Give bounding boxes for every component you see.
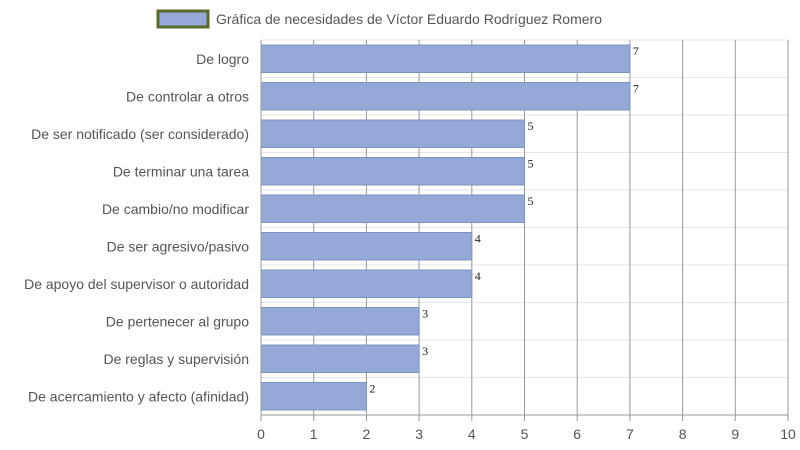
bar[interactable] [260, 157, 525, 186]
x-tick-label: 3 [415, 426, 423, 442]
data-label: 5 [528, 119, 534, 133]
data-label: 4 [475, 232, 481, 246]
x-tick-label: 9 [731, 426, 739, 442]
labels: 0 1 2 3 4 5 6 7 8 9 10 De logro 7 De controlar a otro… [24, 44, 796, 442]
legend-swatch[interactable] [156, 9, 210, 29]
category-label: De pertenecer al grupo [106, 313, 249, 329]
x-tick-label: 7 [626, 426, 634, 442]
data-label: 2 [369, 382, 375, 396]
bar[interactable] [260, 194, 525, 223]
category-label: De logro [196, 51, 249, 67]
category-label: De ser agresivo/pasivo [107, 238, 250, 254]
bar[interactable] [260, 269, 473, 298]
x-tick-label: 4 [468, 426, 476, 442]
bars [260, 44, 631, 411]
bar[interactable] [260, 307, 420, 336]
category-label: De reglas y supervisión [103, 351, 249, 367]
category-label: De ser notificado (ser considerado) [31, 126, 249, 142]
category-label: De apoyo del supervisor o autoridad [24, 276, 249, 292]
bar[interactable] [260, 232, 473, 261]
data-label: 3 [422, 344, 428, 358]
x-tick-label: 2 [363, 426, 371, 442]
data-label: 3 [422, 307, 428, 321]
data-label: 5 [528, 157, 534, 171]
x-tick-label: 0 [257, 426, 265, 442]
category-label: De controlar a otros [126, 88, 249, 104]
x-tick-label: 10 [780, 426, 796, 442]
category-label: De acercamiento y afecto (afinidad) [28, 388, 249, 404]
data-label: 4 [475, 269, 481, 283]
data-label: 7 [633, 82, 639, 96]
x-tick-label: 1 [310, 426, 318, 442]
category-label: De cambio/no modificar [102, 201, 249, 217]
category-label: De terminar una tarea [113, 163, 249, 179]
bar[interactable] [260, 344, 420, 373]
bar[interactable] [260, 119, 525, 148]
x-tick-label: 6 [573, 426, 581, 442]
data-label: 7 [633, 44, 639, 58]
bar[interactable] [260, 44, 631, 73]
legend[interactable]: Gráfica de necesidades de Víctor Eduardo… [156, 9, 602, 29]
bar[interactable] [260, 82, 631, 111]
legend-label[interactable]: Gráfica de necesidades de Víctor Eduardo… [216, 11, 602, 27]
axes [260, 40, 789, 421]
bar[interactable] [260, 382, 367, 411]
data-label: 5 [528, 194, 534, 208]
x-tick-label: 5 [521, 426, 529, 442]
x-tick-label: 8 [679, 426, 687, 442]
